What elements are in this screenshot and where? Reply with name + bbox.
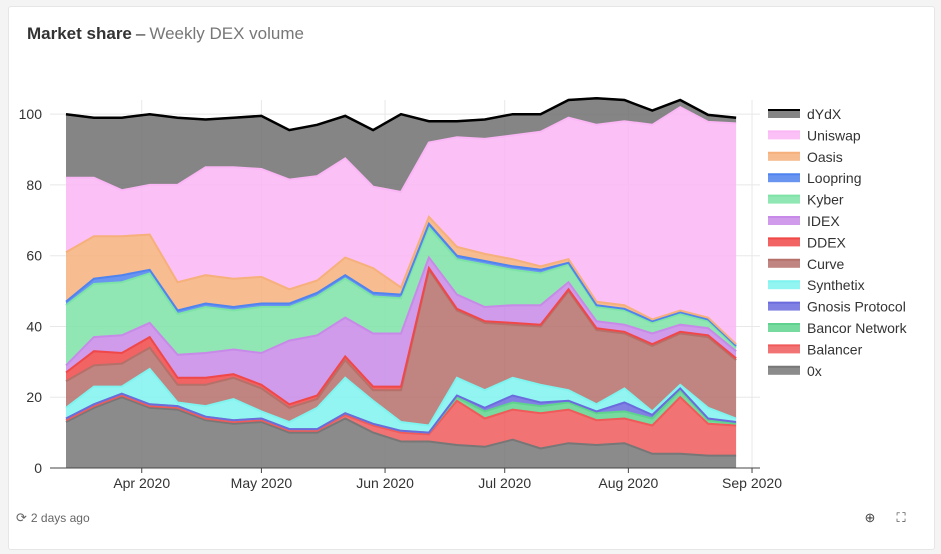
- x-tick-label: Jun 2020: [356, 475, 414, 491]
- legend-label: Loopring: [807, 170, 862, 186]
- legend-item-kyber[interactable]: Kyber: [768, 192, 844, 208]
- area-idex[interactable]: [66, 257, 737, 405]
- legend-label: Oasis: [807, 149, 843, 165]
- legend-label: Bancor Network: [807, 320, 908, 336]
- line-total: [65, 96, 737, 132]
- legend-swatch: [768, 152, 800, 161]
- area-0x[interactable]: [66, 397, 737, 468]
- legend-item-dydx[interactable]: dYdX: [768, 106, 842, 122]
- line-loopring: [65, 221, 737, 347]
- chart-header: Market share – Weekly DEX volume: [27, 24, 304, 44]
- legend-swatch: [768, 259, 800, 268]
- line-oasis: [65, 214, 737, 345]
- stacked-areas[interactable]: [65, 96, 737, 468]
- area-curve[interactable]: [66, 269, 737, 426]
- line-gnosis-protocol: [65, 386, 737, 434]
- legend-item-balancer[interactable]: Balancer: [768, 341, 863, 357]
- legend-item-loopring[interactable]: Loopring: [768, 170, 862, 186]
- refresh-icon[interactable]: ⟳: [16, 510, 27, 525]
- legend-label: Gnosis Protocol: [807, 299, 906, 315]
- legend-item-curve[interactable]: Curve: [768, 256, 845, 272]
- chart-subtitle: Weekly DEX volume: [149, 24, 304, 43]
- y-tick-label: 0: [34, 460, 42, 476]
- area-dydx[interactable]: [66, 98, 737, 192]
- y-tick-label: 20: [26, 389, 42, 405]
- line-curve: [65, 267, 737, 409]
- chart-title: Market share: [27, 24, 132, 43]
- zoom-in-icon[interactable]: ⊕: [864, 510, 876, 525]
- legend[interactable]: dYdX Uniswap Oasis Loopring Kyber IDEX DDEX Cur…: [768, 106, 908, 379]
- x-tick-label: Sep 2020: [722, 475, 782, 491]
- y-tick-label: 80: [26, 177, 42, 193]
- legend-item-gnosis-protocol[interactable]: Gnosis Protocol: [768, 299, 906, 315]
- y-tick-label: 100: [19, 106, 43, 122]
- legend-item-oasis[interactable]: Oasis: [768, 149, 843, 165]
- legend-swatch: [768, 238, 800, 247]
- legend-swatch: [768, 217, 800, 225]
- legend-item-idex[interactable]: IDEX: [768, 213, 840, 229]
- line-kyber: [65, 225, 737, 349]
- legend-swatch: [768, 324, 800, 332]
- legend-label: Uniswap: [807, 127, 861, 143]
- legend-swatch: [768, 131, 800, 140]
- y-tick-label: 60: [26, 248, 42, 264]
- x-tick-label: May 2020: [231, 475, 293, 491]
- area-uniswap[interactable]: [66, 107, 737, 345]
- last-updated: 2 days ago: [30, 511, 90, 525]
- line-ddex: [65, 265, 737, 406]
- legend-label: Curve: [807, 256, 845, 272]
- area-synthetix[interactable]: [66, 368, 737, 433]
- footer-status: ⟳ 2 days ago: [16, 510, 90, 526]
- legend-item-bancor-network[interactable]: Bancor Network: [768, 320, 908, 336]
- legend-item-0x[interactable]: 0x: [768, 363, 822, 379]
- x-tick-label: Apr 2020: [113, 475, 170, 491]
- legend-label: 0x: [807, 363, 822, 379]
- legend-label: Balancer: [807, 341, 863, 357]
- area-kyber[interactable]: [66, 227, 737, 366]
- title-separator: –: [135, 24, 146, 43]
- line-0x: [65, 396, 737, 457]
- line-synthetix: [65, 367, 737, 427]
- legend-swatch: [768, 366, 800, 375]
- legend-swatch: [768, 195, 800, 204]
- legend-item-uniswap[interactable]: Uniswap: [768, 127, 861, 143]
- legend-label: DDEX: [807, 234, 847, 250]
- line-idex: [65, 255, 737, 367]
- line-uniswap: [66, 105, 737, 194]
- legend-item-ddex[interactable]: DDEX: [768, 234, 847, 250]
- x-tick-label: Aug 2020: [598, 475, 658, 491]
- legend-label: Synthetix: [807, 277, 865, 293]
- legend-swatch: [768, 281, 800, 290]
- legend-item-synthetix[interactable]: Synthetix: [768, 277, 865, 293]
- x-axis-ticks: Apr 2020 May 2020 Jun 2020 Jul 2020 Aug 2020…: [113, 468, 782, 491]
- legend-swatch: [768, 110, 800, 118]
- legend-swatch: [768, 302, 800, 311]
- line-balancer: [65, 394, 737, 436]
- legend-swatch: [768, 174, 800, 183]
- y-axis-ticks: 0 20 40 60 80 100: [19, 106, 43, 476]
- legend-label: dYdX: [807, 106, 842, 122]
- area-oasis[interactable]: [66, 216, 737, 346]
- legend-label: IDEX: [807, 213, 840, 229]
- x-tick-label: Jul 2020: [478, 475, 531, 491]
- legend-label: Kyber: [807, 192, 844, 208]
- legend-swatch: [768, 345, 800, 354]
- y-tick-label: 40: [26, 318, 42, 334]
- expand-icon[interactable]: ⛶: [896, 510, 906, 525]
